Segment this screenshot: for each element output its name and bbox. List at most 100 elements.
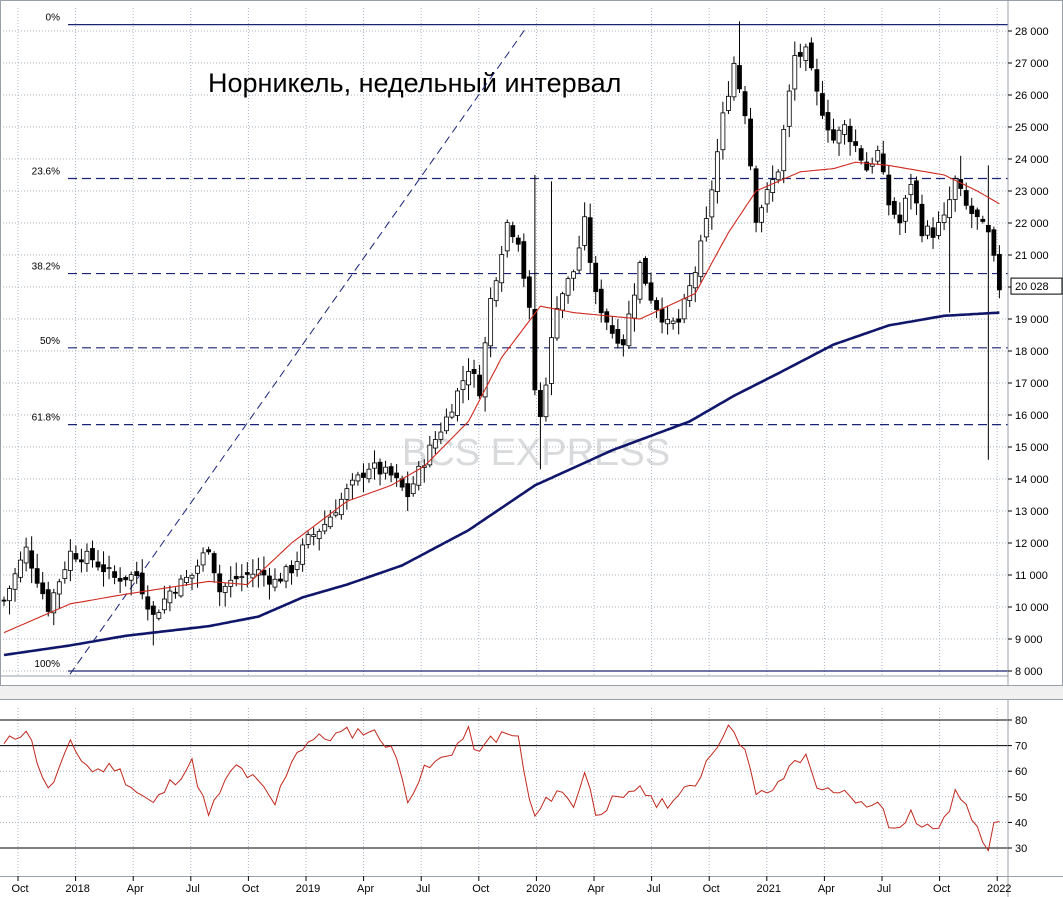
- candle-body: [902, 197, 908, 222]
- candle-body: [443, 416, 449, 432]
- candle-body: [139, 572, 145, 595]
- candle-body: [720, 112, 726, 151]
- time-axis-label: Jul: [186, 883, 200, 895]
- candle-body: [432, 439, 438, 449]
- candle-body: [742, 91, 748, 117]
- candle-body: [410, 483, 416, 495]
- candle-body: [676, 318, 682, 323]
- time-axis-label: Jul: [647, 883, 661, 895]
- oscillator-axis-label: 80: [1015, 715, 1027, 727]
- trend-line: [69, 29, 526, 675]
- moving-averages: [3, 161, 1000, 657]
- candle-body: [703, 218, 709, 238]
- price-axis-label: 17 000: [1015, 378, 1049, 390]
- candle-body: [101, 564, 106, 573]
- candle-body: [665, 318, 670, 325]
- candle-body: [908, 184, 914, 196]
- candle-body: [322, 523, 328, 532]
- candle-body: [698, 240, 704, 278]
- candle-body: [985, 224, 991, 233]
- last-price-box: [1010, 277, 1063, 295]
- price-axis-label: 26 000: [1015, 90, 1049, 102]
- candle-body: [477, 374, 482, 397]
- candle-body: [797, 52, 803, 57]
- candle-body: [366, 468, 372, 480]
- time-axis-label: Oct: [933, 883, 950, 895]
- candle-body: [538, 390, 543, 418]
- candle-body: [930, 227, 936, 238]
- candle-body: [753, 168, 759, 223]
- fibonacci-levels: 0% 23.6% 38.2% 50% 61.8% 100%: [32, 13, 1008, 672]
- panel-separator: [0, 686, 1063, 699]
- candle-body: [869, 163, 875, 167]
- candle-body: [880, 153, 886, 173]
- candle-body: [991, 229, 997, 256]
- fib-level-label: 38.2%: [32, 262, 60, 273]
- candle-body: [427, 444, 433, 466]
- candle-body: [549, 337, 554, 384]
- candle-body: [820, 93, 825, 116]
- time-axis-label: Jul: [877, 883, 891, 895]
- candle-body: [173, 591, 178, 594]
- candle-body: [615, 329, 621, 344]
- candle-body: [283, 566, 289, 582]
- candle-body: [12, 573, 18, 590]
- watermark: BCS EXPRESS: [402, 432, 670, 474]
- price-axis-label: 13 000: [1015, 506, 1049, 518]
- candle-body: [344, 488, 350, 500]
- time-axis-label: Oct: [11, 883, 28, 895]
- candle-body: [73, 553, 79, 560]
- candle-body: [637, 262, 643, 300]
- moving-average-short: [3, 161, 1000, 634]
- candle-body: [233, 576, 239, 580]
- price-axis-label: 12 000: [1015, 538, 1049, 550]
- candle-body: [195, 565, 200, 574]
- price-axis-label: 15 000: [1015, 442, 1049, 454]
- candle-body: [709, 189, 715, 218]
- candle-body: [963, 190, 969, 206]
- candle-body: [731, 63, 737, 98]
- candle-body: [161, 598, 167, 611]
- candle-body: [34, 568, 40, 584]
- time-axis-label: Apr: [587, 883, 604, 895]
- time-axis-label: Apr: [357, 883, 374, 895]
- candle-body: [394, 472, 400, 479]
- candle-body: [842, 124, 847, 135]
- time-axis-label: 2022: [987, 883, 1011, 895]
- candle-body: [759, 207, 765, 223]
- candle-body: [515, 237, 521, 245]
- candle-body: [897, 214, 903, 224]
- candle-body: [272, 578, 278, 588]
- candle-body: [62, 569, 68, 579]
- time-axis-label: 2021: [757, 883, 781, 895]
- candle-body: [692, 272, 698, 289]
- time-axis-label: 2018: [65, 883, 89, 895]
- candle-body: [156, 612, 162, 619]
- time-axis: Oct 2018 Apr Jul Oct 2019 Apr Jul Oct 2020 Apr Jul O…: [11, 876, 1011, 895]
- candle-body: [449, 411, 455, 418]
- candle-body: [836, 129, 842, 144]
- time-axis-label: 2019: [296, 883, 320, 895]
- price-axis-label: 19 000: [1015, 314, 1049, 326]
- oscillator-axis-label: 30: [1015, 843, 1027, 855]
- candle-body: [891, 200, 897, 215]
- candle-body: [565, 278, 571, 296]
- price-axis-label: 23 000: [1015, 186, 1049, 198]
- candle-body: [543, 384, 549, 418]
- candle-body: [632, 294, 637, 319]
- time-axis-label: Apr: [127, 883, 144, 895]
- candle-body: [737, 65, 742, 90]
- candle-body: [377, 461, 383, 475]
- candle-body: [128, 574, 134, 581]
- candle-body: [620, 339, 626, 346]
- candle-body: [499, 254, 505, 284]
- candle-body: [488, 298, 494, 347]
- candle-body: [455, 390, 460, 416]
- candle-body: [947, 199, 953, 219]
- candle-body: [858, 148, 864, 161]
- candle-body: [405, 483, 411, 498]
- price-axis-label: 16 000: [1015, 410, 1049, 422]
- candle-body: [167, 590, 173, 604]
